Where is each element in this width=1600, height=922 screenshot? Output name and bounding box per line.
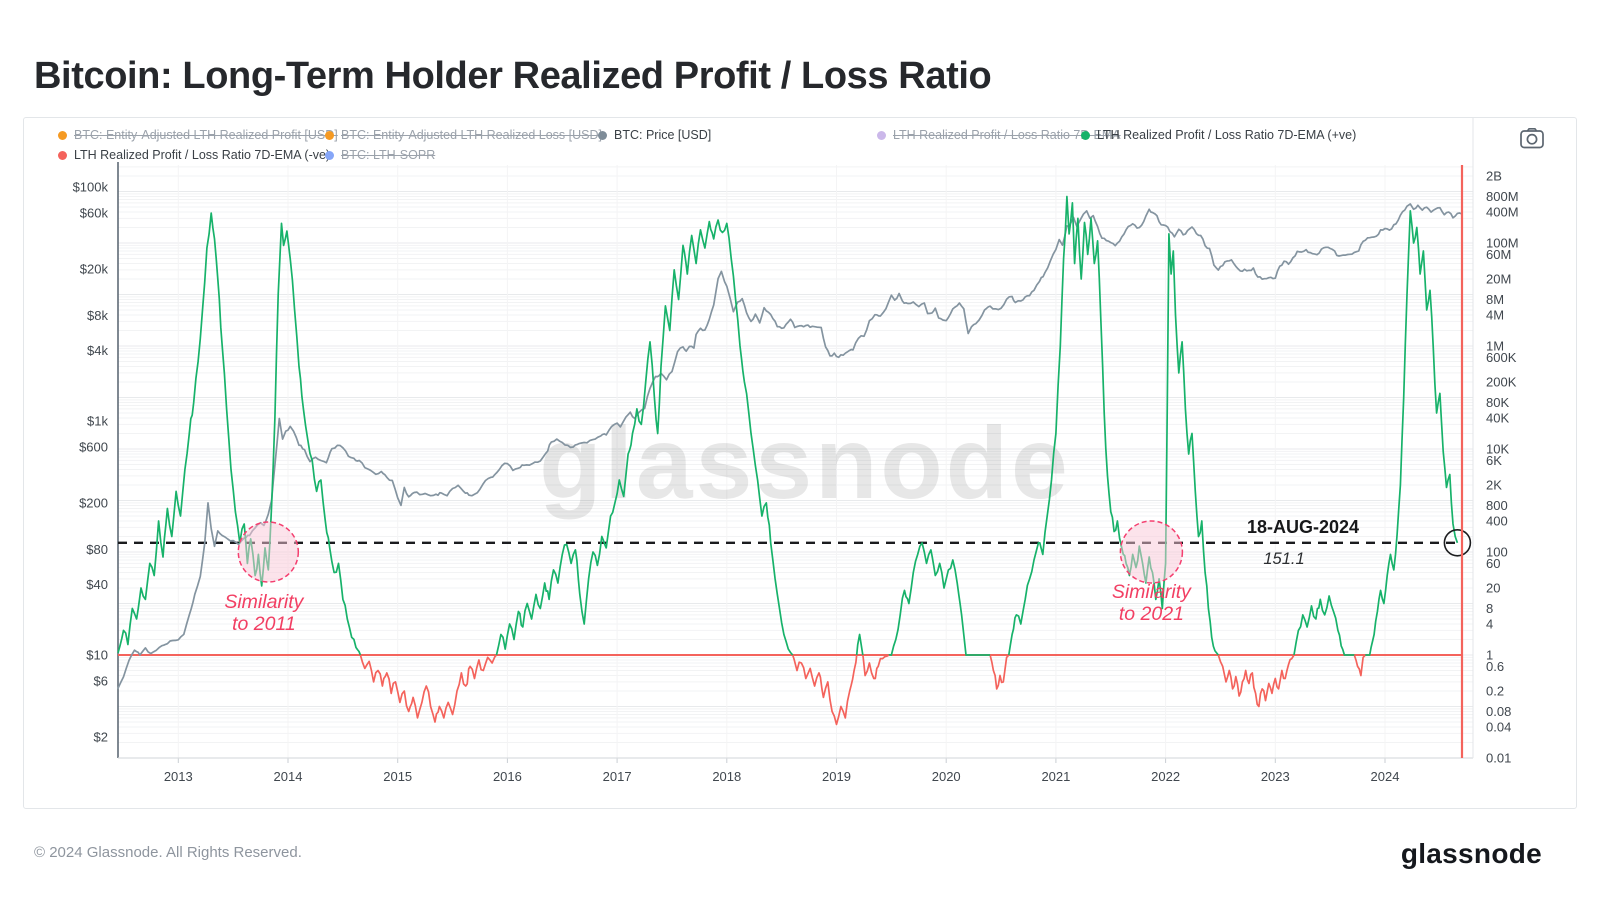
legend-item-0-3[interactable]: LTH Realized Profit / Loss Ratio 7D-EMA — [877, 127, 1121, 143]
legend-dot — [58, 150, 67, 160]
legend-label: LTH Realized Profit / Loss Ratio 7D-EMA — [893, 128, 1121, 142]
legend-item-0-0[interactable]: BTC: Entity-Adjusted LTH Realized Profit… — [58, 127, 338, 143]
glassnode-logo: glassnode — [1400, 838, 1542, 869]
svg-text:2019: 2019 — [822, 769, 851, 784]
svg-text:2B: 2B — [1486, 169, 1502, 184]
svg-text:$20k: $20k — [80, 261, 109, 276]
svg-text:2022: 2022 — [1151, 769, 1180, 784]
svg-text:2016: 2016 — [493, 769, 522, 784]
legend-label: BTC: Entity-Adjusted LTH Realized Loss [… — [341, 128, 602, 142]
svg-text:2021: 2021 — [1041, 769, 1070, 784]
camera-icon — [1520, 127, 1544, 149]
svg-text:800: 800 — [1486, 498, 1508, 513]
svg-text:0.2: 0.2 — [1486, 684, 1504, 699]
svg-text:$1k: $1k — [87, 414, 108, 429]
svg-text:20M: 20M — [1486, 272, 1511, 287]
svg-text:to 2011: to 2011 — [232, 613, 296, 635]
svg-text:8M: 8M — [1486, 292, 1504, 307]
svg-text:800M: 800M — [1486, 189, 1519, 204]
svg-text:to 2021: to 2021 — [1119, 603, 1184, 625]
legend-label: BTC: Entity-Adjusted LTH Realized Profit… — [74, 128, 338, 142]
svg-text:600K: 600K — [1486, 350, 1517, 365]
svg-text:$8k: $8k — [87, 308, 108, 323]
svg-text:$2: $2 — [94, 729, 108, 744]
svg-text:$4k: $4k — [87, 343, 108, 358]
svg-text:1: 1 — [1486, 648, 1493, 663]
svg-text:2017: 2017 — [603, 769, 632, 784]
legend-dot — [325, 130, 334, 140]
svg-text:2014: 2014 — [274, 769, 303, 784]
svg-text:80K: 80K — [1486, 395, 1509, 410]
legend-dot — [325, 150, 334, 160]
svg-text:glassnode: glassnode — [539, 406, 1070, 520]
legend-item-0-1[interactable]: BTC: Entity-Adjusted LTH Realized Loss [… — [325, 127, 602, 143]
svg-text:0.6: 0.6 — [1486, 659, 1504, 674]
svg-text:$6: $6 — [94, 674, 108, 689]
svg-text:400: 400 — [1486, 514, 1508, 529]
page-title: Bitcoin: Long-Term Holder Realized Profi… — [34, 55, 992, 98]
legend-label: LTH Realized Profit / Loss Ratio 7D-EMA … — [1097, 128, 1357, 142]
svg-text:2013: 2013 — [164, 769, 193, 784]
svg-text:18-AUG-2024: 18-AUG-2024 — [1247, 517, 1359, 537]
svg-text:6K: 6K — [1486, 453, 1502, 468]
svg-text:$10: $10 — [86, 648, 108, 663]
svg-text:1M: 1M — [1486, 339, 1504, 354]
svg-text:0.08: 0.08 — [1486, 704, 1511, 719]
svg-text:200K: 200K — [1486, 375, 1517, 390]
svg-text:0.04: 0.04 — [1486, 720, 1511, 735]
svg-text:151.1: 151.1 — [1263, 550, 1304, 568]
svg-text:$80: $80 — [86, 542, 108, 557]
svg-text:400M: 400M — [1486, 205, 1519, 220]
legend-label: BTC: LTH-SOPR — [341, 148, 436, 162]
svg-text:10K: 10K — [1486, 442, 1509, 457]
svg-text:100M: 100M — [1486, 236, 1519, 251]
legend-dot — [598, 130, 607, 140]
svg-text:$60k: $60k — [80, 206, 109, 221]
svg-text:2020: 2020 — [932, 769, 961, 784]
svg-text:2K: 2K — [1486, 478, 1502, 493]
svg-text:Similarity: Similarity — [1112, 581, 1192, 603]
legend-dot — [877, 130, 886, 140]
footer-copyright: © 2024 Glassnode. All Rights Reserved. — [34, 844, 302, 861]
svg-text:$40: $40 — [86, 577, 108, 592]
svg-text:4: 4 — [1486, 617, 1493, 632]
legend-item-1-0[interactable]: LTH Realized Profit / Loss Ratio 7D-EMA … — [58, 147, 330, 163]
svg-text:100: 100 — [1486, 545, 1508, 560]
legend-dot — [58, 130, 67, 140]
svg-text:2023: 2023 — [1261, 769, 1290, 784]
legend-label: BTC: Price [USD] — [614, 128, 712, 142]
svg-text:Similarity: Similarity — [224, 591, 304, 613]
svg-text:20: 20 — [1486, 581, 1500, 596]
legend-item-1-1[interactable]: BTC: LTH-SOPR — [325, 147, 435, 163]
svg-text:2015: 2015 — [383, 769, 412, 784]
legend-label: LTH Realized Profit / Loss Ratio 7D-EMA … — [74, 148, 331, 162]
svg-text:60M: 60M — [1486, 247, 1511, 262]
svg-text:40K: 40K — [1486, 411, 1509, 426]
svg-text:$200: $200 — [79, 495, 108, 510]
svg-text:8: 8 — [1486, 601, 1493, 616]
svg-text:60: 60 — [1486, 556, 1500, 571]
legend-item-0-2[interactable]: BTC: Price [USD] — [598, 127, 711, 143]
svg-text:$100k: $100k — [73, 180, 109, 195]
camera-button[interactable] — [1518, 126, 1546, 152]
legend-dot — [1081, 130, 1090, 140]
svg-text:$600: $600 — [79, 440, 108, 455]
svg-text:4M: 4M — [1486, 308, 1504, 323]
svg-text:2024: 2024 — [1371, 769, 1400, 784]
svg-text:0.01: 0.01 — [1486, 751, 1511, 766]
svg-text:2018: 2018 — [712, 769, 741, 784]
legend-item-0-4[interactable]: LTH Realized Profit / Loss Ratio 7D-EMA … — [1081, 127, 1356, 143]
